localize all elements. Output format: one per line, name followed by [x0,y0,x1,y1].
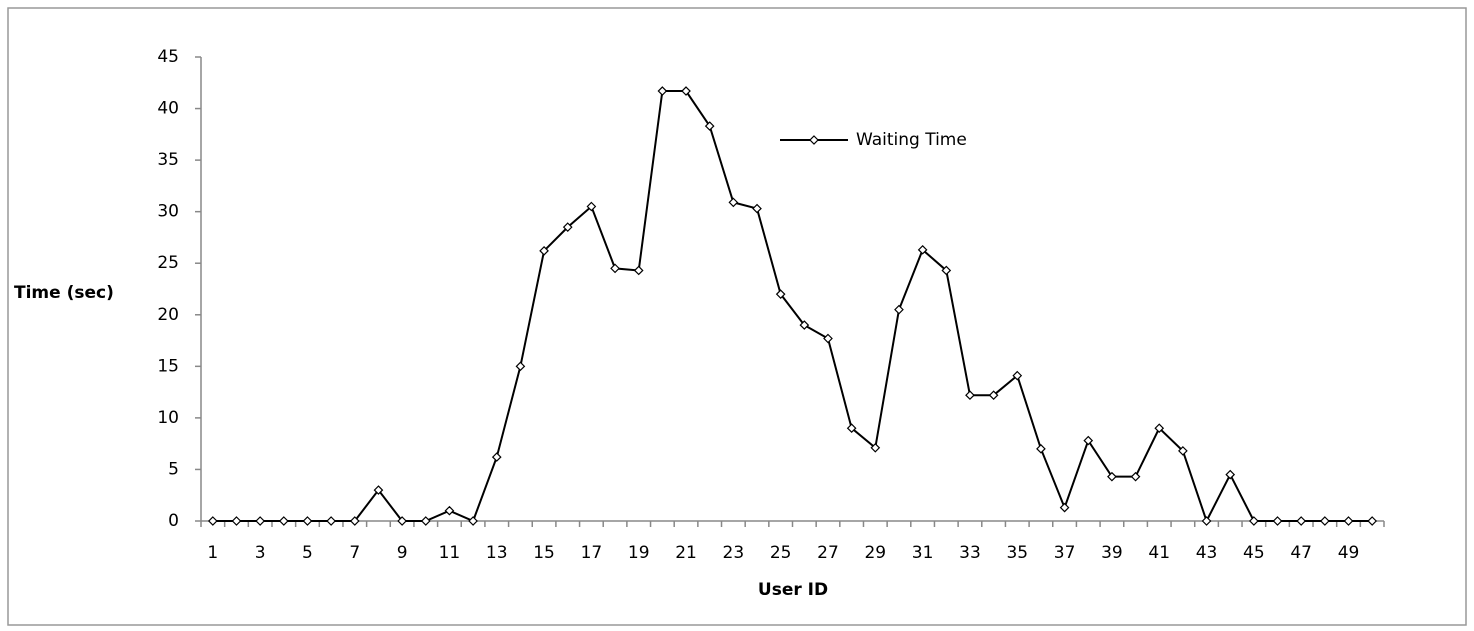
x-tick-label: 1 [207,543,218,563]
y-tick-label: 0 [168,511,179,531]
data-marker [988,390,999,401]
chart-frame [7,7,1467,626]
data-marker [704,121,715,131]
data-marker [1367,516,1378,526]
x-tick-label: 45 [1243,543,1265,563]
x-tick-label: 27 [817,543,839,563]
x-tick-label: 37 [1054,543,1076,563]
y-tick-label: 10 [157,408,179,428]
data-marker [1296,516,1307,526]
x-tick-label: 35 [1006,543,1028,563]
data-marker [231,516,242,526]
data-marker [326,516,336,526]
data-marker [775,289,786,300]
data-marker [302,516,313,526]
data-marker [1059,502,1070,513]
y-axis-label: Time (sec) [14,283,114,303]
x-tick-label: 9 [397,543,408,563]
data-marker [870,442,881,453]
data-marker [917,244,928,255]
x-tick-label: 15 [533,543,555,563]
x-tick-label: 11 [439,543,461,563]
data-marker [941,265,952,276]
y-tick-label: 20 [157,305,179,325]
x-tick-label: 7 [349,543,360,563]
data-marker [823,333,833,344]
x-tick-label: 13 [486,543,508,563]
x-tick-label: 3 [255,543,266,563]
data-marker [657,86,668,96]
data-marker [1083,435,1094,446]
y-tick-label: 30 [157,202,179,222]
data-marker [894,304,904,315]
x-tick-label: 5 [302,543,313,563]
y-tick-label: 35 [157,150,179,170]
data-marker [278,516,289,526]
data-marker [207,516,218,526]
data-marker [397,516,407,526]
data-marker [491,452,502,462]
x-tick-label: 49 [1338,543,1360,563]
data-marker [1272,516,1283,526]
data-marker [1201,516,1212,526]
data-marker [752,203,762,214]
x-tick-label: 17 [581,543,603,563]
data-marker [1320,516,1330,526]
data-marker [349,516,360,526]
data-marker [1036,443,1046,454]
x-tick-label: 47 [1290,543,1312,563]
data-marker [468,516,478,526]
x-tick-label: 41 [1148,543,1170,563]
y-tick-label: 40 [157,99,179,119]
data-marker [586,201,597,212]
data-marker [255,516,265,526]
y-tick-label: 45 [157,47,179,67]
x-tick-label: 21 [675,543,697,563]
data-marker [681,86,691,96]
x-tick-label: 29 [864,543,886,563]
data-marker [633,265,644,276]
data-marker [1249,516,1259,526]
data-marker [539,246,549,256]
data-marker [444,505,455,516]
data-marker [1225,469,1236,480]
x-tick-label: 39 [1101,543,1123,563]
data-marker [420,516,431,526]
data-marker [965,390,975,401]
x-tick-label: 33 [959,543,981,563]
data-marker [1130,471,1141,482]
x-tick-label: 23 [723,543,745,563]
data-marker [1343,516,1354,526]
data-marker [1012,370,1023,381]
y-tick-label: 15 [157,356,179,376]
x-tick-label: 19 [628,543,650,563]
y-tick-label: 25 [157,253,179,273]
x-tick-label: 43 [1196,543,1218,563]
data-marker [1107,471,1117,482]
data-marker [846,423,857,434]
y-tick-label: 5 [168,459,179,479]
data-marker [799,320,810,330]
x-tick-label: 25 [770,543,792,563]
data-marker [515,361,526,372]
data-marker [1178,446,1188,456]
legend-marker [809,135,819,145]
x-tick-label: 31 [912,543,934,563]
data-marker [1154,423,1165,434]
data-marker [562,222,573,232]
x-axis-label: User ID [758,580,828,600]
data-marker [728,197,739,208]
legend-label: Waiting Time [856,130,967,150]
data-marker [610,263,620,274]
data-marker [373,485,384,495]
